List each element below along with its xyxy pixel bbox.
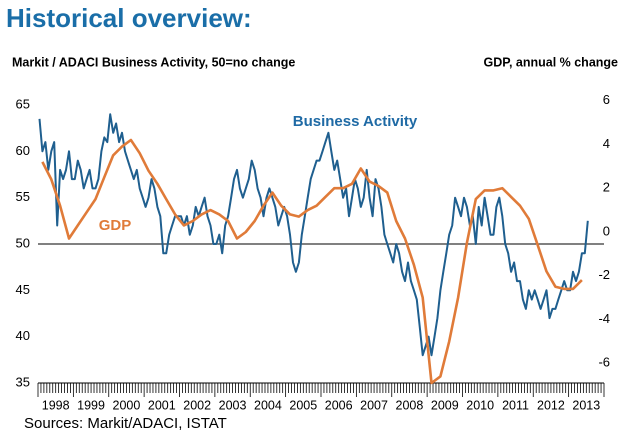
y2-tick-label: 4 — [603, 136, 610, 151]
y2-tick-label: -2 — [598, 267, 610, 282]
y-tick-label: 40 — [16, 328, 30, 343]
x-tick-label: 1999 — [77, 398, 105, 412]
y-tick-label: 35 — [16, 374, 30, 389]
y-tick-label: 50 — [16, 235, 30, 250]
chart-title: Historical overview: — [6, 3, 252, 33]
series-line — [41, 138, 583, 385]
y-tick-label: 60 — [16, 143, 30, 158]
y2-axis-label: GDP, annual % change — [483, 55, 618, 69]
x-tick-label: 2009 — [431, 398, 459, 412]
y-tick-label: 55 — [16, 189, 30, 204]
x-tick-label: 2012 — [537, 398, 565, 412]
series-line — [38, 113, 589, 357]
x-tick-label: 2005 — [289, 398, 317, 412]
x-tick-label: 2003 — [219, 398, 247, 412]
y2-tick-label: 6 — [603, 92, 610, 107]
x-tick-label: 2008 — [396, 398, 424, 412]
y-axis-label: Markit / ADACI Business Activity, 50=no … — [12, 55, 295, 69]
source: Sources: Markit/ADACI, ISTAT — [24, 415, 227, 432]
x-tick-label: 2006 — [325, 398, 353, 412]
y2-tick-label: 0 — [603, 223, 610, 238]
x-tick-label: 2004 — [254, 398, 282, 412]
y2-tick-label: -4 — [598, 311, 610, 326]
series-label: GDP — [99, 217, 132, 234]
x-tick-label: 2013 — [572, 398, 600, 412]
series-label: Business Activity — [293, 113, 418, 130]
x-tick-label: 2010 — [466, 398, 494, 412]
y2-tick-label: -6 — [598, 355, 610, 370]
x-tick-label: 2011 — [502, 398, 529, 412]
x-tick-label: 2007 — [360, 398, 388, 412]
x-tick-label: 2002 — [183, 398, 211, 412]
x-tick-label: 1998 — [42, 398, 70, 412]
y-tick-label: 65 — [16, 96, 30, 111]
x-tick-label: 2001 — [148, 398, 176, 412]
x-tick-label: 2000 — [113, 398, 141, 412]
y-tick-label: 45 — [16, 282, 30, 297]
y2-tick-label: 2 — [603, 180, 610, 195]
